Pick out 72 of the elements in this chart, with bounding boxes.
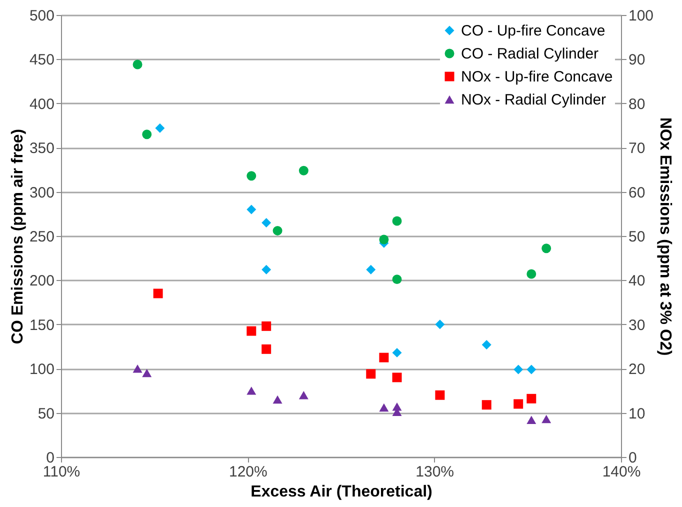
legend-label: CO - Radial Cylinder xyxy=(461,46,599,62)
point xyxy=(514,364,524,374)
y2-tick-label: 60 xyxy=(628,184,646,202)
y2-tick-label: 100 xyxy=(628,8,654,24)
legend-label: NOx - Radial Cylinder xyxy=(461,92,606,108)
y-tick-label: 450 xyxy=(29,52,54,69)
point xyxy=(435,320,445,330)
x-tick-label: 120% xyxy=(228,464,268,480)
y2-tick-label: 40 xyxy=(628,272,646,290)
y2-tick-label: 70 xyxy=(628,140,646,158)
point xyxy=(155,123,165,133)
y2-tick-label: 10 xyxy=(628,405,646,422)
y2-tick-label: 80 xyxy=(628,96,646,113)
point xyxy=(526,416,536,424)
point xyxy=(298,391,308,400)
point xyxy=(542,244,552,254)
y2-tick-label: 20 xyxy=(628,361,646,378)
point xyxy=(379,403,389,412)
x-tick-label: 110% xyxy=(42,464,80,480)
y-tick-label: 50 xyxy=(38,405,54,422)
point xyxy=(435,390,445,400)
point xyxy=(392,372,402,382)
point xyxy=(142,130,152,140)
y-tick-label: 350 xyxy=(29,140,54,158)
y-tick-label: 250 xyxy=(29,228,54,246)
point xyxy=(246,386,256,395)
x-tick-label: 130% xyxy=(416,464,454,480)
legend-label: CO - Up-fire Concave xyxy=(461,22,606,40)
y-axis-title: CO Emissions (ppm air free) xyxy=(9,128,26,344)
point xyxy=(142,368,152,378)
point xyxy=(366,264,376,274)
y-tick-label: 300 xyxy=(29,184,54,202)
y-tick-label: 100 xyxy=(29,361,54,378)
point xyxy=(262,344,272,354)
point xyxy=(392,274,402,284)
point xyxy=(482,400,492,410)
y2-tick-label: 0 xyxy=(628,450,637,466)
point xyxy=(482,340,492,350)
y-tick-label: 500 xyxy=(29,8,54,24)
y-tick-label: 200 xyxy=(29,272,54,290)
point xyxy=(379,234,389,244)
y-tick-label: 0 xyxy=(46,450,54,466)
y-tick-label: 400 xyxy=(29,96,54,113)
point xyxy=(526,394,536,404)
point xyxy=(514,399,524,409)
point xyxy=(262,264,272,274)
point xyxy=(298,166,308,176)
x-axis-title: Excess Air (Theoretical) xyxy=(250,484,432,500)
point xyxy=(246,171,256,181)
point xyxy=(246,204,256,214)
point xyxy=(366,369,376,379)
point xyxy=(392,216,402,226)
point xyxy=(526,269,536,279)
y2-tick-label: 30 xyxy=(628,316,646,334)
point xyxy=(262,218,272,228)
point xyxy=(526,364,536,374)
point xyxy=(272,395,282,404)
point xyxy=(132,60,142,70)
legend-label: NOx - Up-fire Concave xyxy=(461,68,613,86)
point xyxy=(542,414,552,424)
point xyxy=(379,352,389,362)
y-tick-label: 150 xyxy=(29,316,54,334)
y2-tick-label: 50 xyxy=(628,228,646,246)
x-tick-label: 140% xyxy=(602,464,641,480)
point xyxy=(272,226,282,236)
point xyxy=(132,364,142,373)
y2-tick-label: 90 xyxy=(628,52,646,69)
point xyxy=(246,326,256,336)
y2-axis-title: NOx Emissions (ppm at 3% O2) xyxy=(656,117,674,356)
point xyxy=(262,321,272,331)
point xyxy=(153,288,163,298)
point xyxy=(392,348,402,358)
